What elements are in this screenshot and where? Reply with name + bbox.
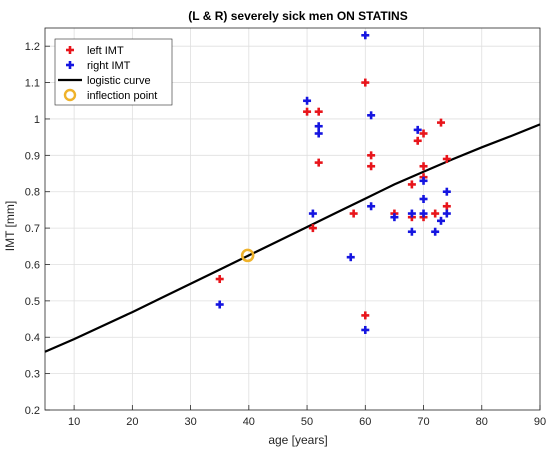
- left-imt-point: [308, 224, 317, 233]
- right-imt-point: [314, 129, 323, 138]
- y-tick-label: 0.3: [25, 369, 40, 381]
- left-imt-point: [431, 209, 440, 218]
- left-imt-point: [361, 78, 370, 87]
- axis-ticks: [45, 45, 541, 411]
- legend-swatch-inflection-point: [63, 88, 77, 102]
- y-tick-label: 0.9: [25, 150, 40, 162]
- left-imt-point: [442, 202, 451, 211]
- y-axis-label: IMT [mm]: [3, 201, 17, 251]
- y-tick-label: 0.7: [25, 223, 40, 235]
- y-axis-tick-labels: 0.2 0.3 0.4 0.5 0.6 0.7 0.8 0.9 1 1.1 1.2: [25, 41, 40, 417]
- logistic-curve-line: [44, 123, 541, 353]
- right-imt-point: [215, 300, 224, 309]
- grid: [45, 28, 541, 411]
- right-imt-point: [407, 227, 416, 236]
- y-tick-label: 0.8: [25, 187, 40, 199]
- right-imt-point: [308, 209, 317, 218]
- left-imt-point: [437, 118, 445, 127]
- right-imt-point: [367, 111, 376, 120]
- x-axis-tick-labels: 10 20 30 40 50 60 70 80 90: [68, 416, 546, 428]
- y-tick-label: 1: [34, 114, 40, 126]
- x-tick-label: 90: [534, 416, 546, 428]
- plot-area: [44, 27, 541, 411]
- right-imt-point: [419, 176, 428, 185]
- x-tick-label: 60: [359, 416, 371, 428]
- right-imt-point: [361, 325, 370, 334]
- y-tick-label: 0.2: [25, 405, 40, 417]
- right-imt-point: [361, 31, 370, 40]
- left-imt-point: [407, 180, 416, 189]
- x-tick-label: 20: [126, 416, 138, 428]
- left-imt-point: [314, 107, 323, 116]
- right-imt-point: [314, 122, 323, 131]
- legend-label: logistic curve: [87, 75, 151, 87]
- left-imt-point: [419, 129, 428, 138]
- left-imt-point: [419, 162, 428, 171]
- chart-title: (L & R) severely sick men ON STATINS: [188, 9, 407, 23]
- left-imt-point: [215, 275, 224, 284]
- right-imt-point: [419, 209, 428, 218]
- right-imt-point: [303, 96, 312, 105]
- left-imt-point: [361, 311, 370, 320]
- legend-label: right IMT: [87, 60, 131, 72]
- right-imt-point: [346, 253, 355, 262]
- right-imt-point: [431, 227, 440, 236]
- inflection-point-marker: [240, 248, 255, 263]
- y-tick-label: 0.6: [25, 259, 40, 271]
- y-tick-label: 1.1: [25, 78, 40, 90]
- legend-swatch-right-imt: [66, 61, 74, 69]
- x-tick-label: 40: [243, 416, 255, 428]
- left-imt-point: [367, 151, 376, 160]
- right-imt-point: [413, 125, 422, 134]
- x-tick-label: 50: [301, 416, 313, 428]
- right-imt-point: [390, 213, 399, 222]
- left-imt-point: [349, 209, 358, 218]
- left-imt-point: [303, 107, 312, 116]
- legend-label: inflection point: [87, 90, 157, 102]
- right-imt-point: [419, 194, 428, 203]
- x-tick-label: 30: [184, 416, 196, 428]
- right-imt-point: [437, 216, 445, 225]
- right-imt-point: [367, 202, 376, 211]
- x-tick-label: 70: [417, 416, 429, 428]
- right-imt-point: [442, 187, 451, 196]
- legend-label: left IMT: [87, 45, 124, 57]
- x-tick-label: 80: [476, 416, 488, 428]
- y-tick-label: 0.5: [25, 296, 40, 308]
- left-imt-point: [367, 162, 376, 171]
- y-tick-label: 0.4: [25, 332, 40, 344]
- legend: left IMT right IMT logistic curve inflectio…: [54, 38, 173, 106]
- series: [44, 31, 541, 353]
- left-imt-point: [442, 154, 451, 163]
- left-imt-point: [314, 158, 323, 167]
- x-axis-label: age [years]: [268, 433, 327, 447]
- legend-swatch-left-imt: [66, 46, 74, 54]
- y-tick-label: 1.2: [25, 41, 40, 53]
- right-imt-point: [442, 209, 451, 218]
- left-imt-point: [413, 136, 422, 145]
- right-imt-point: [407, 209, 416, 218]
- x-tick-label: 10: [68, 416, 80, 428]
